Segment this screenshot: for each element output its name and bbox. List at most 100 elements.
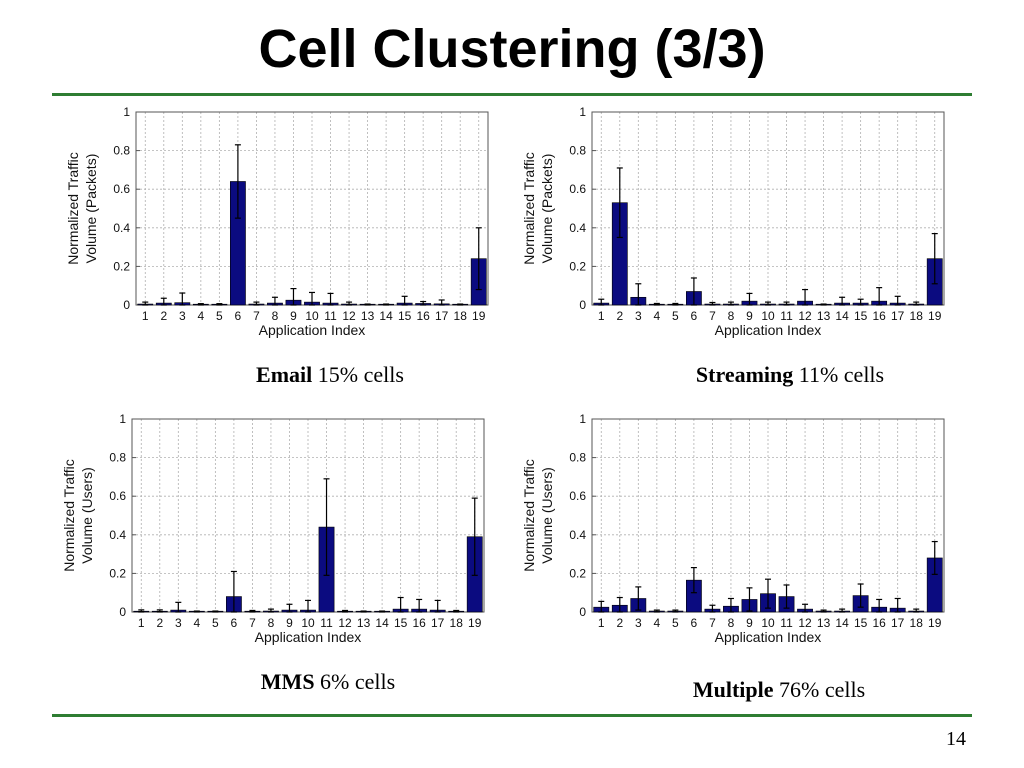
x-tick-label: 12 [798,616,812,630]
y-tick-label: 0.6 [109,489,126,503]
x-tick-label: 16 [872,616,886,630]
x-tick-label: 12 [338,616,352,630]
x-tick-label: 12 [342,309,356,323]
y-tick-label: 0.4 [113,221,130,235]
x-tick-label: 3 [635,616,642,630]
y-tick-label: 1 [119,412,126,426]
x-tick-label: 19 [928,309,942,323]
x-tick-label: 18 [910,309,924,323]
caption-share: 15% cells [312,362,404,387]
y-tick-label: 0 [123,298,130,312]
x-tick-label: 1 [138,616,145,630]
x-axis-label: Application Index [255,629,362,645]
x-tick-label: 17 [891,309,905,323]
y-tick-label: 0.4 [569,528,586,542]
y-tick-label: 0.2 [569,566,586,580]
mms-chart: 00.20.40.60.811 2 3 4 5 6 7 8 9 10 11 12 13 14 15 16 17 1… [61,412,485,645]
x-tick-label: 1 [598,616,605,630]
caption-share: 76% cells [773,677,866,702]
x-tick-label: 6 [691,309,698,323]
x-tick-label: 14 [375,616,389,630]
multiple-caption: Multiple 76% cells [693,677,865,703]
x-tick-label: 11 [780,616,793,630]
x-axis-label: Application Index [259,322,366,338]
x-tick-label: 6 [691,616,698,630]
x-tick-label: 2 [616,616,623,630]
x-tick-label: 1 [142,309,149,323]
x-tick-label: 16 [412,616,426,630]
x-tick-label: 15 [854,616,868,630]
x-tick-label: 8 [268,616,275,630]
caption-label: MMS [260,669,315,694]
x-tick-label: 11 [320,616,333,630]
x-tick-label: 7 [709,616,716,630]
x-tick-label: 14 [379,309,393,323]
x-tick-label: 2 [160,309,167,323]
email-caption: Email 15% cells [256,362,404,388]
x-tick-label: 2 [156,616,163,630]
x-tick-label: 4 [653,616,660,630]
x-tick-label: 10 [761,616,775,630]
x-tick-label: 3 [179,309,186,323]
x-tick-label: 4 [193,616,200,630]
y-tick-label: 0.6 [569,489,586,503]
x-tick-label: 11 [324,309,337,323]
slide-title: Cell Clustering (3/3) [258,19,766,79]
x-tick-label: 14 [835,616,849,630]
x-tick-label: 16 [872,309,886,323]
x-tick-label: 7 [249,616,256,630]
bottom-divider [52,714,972,717]
x-axis-label: Application Index [715,629,822,645]
x-tick-label: 18 [454,309,468,323]
x-tick-label: 19 [468,616,482,630]
caption-label: Streaming [695,362,794,387]
x-tick-label: 14 [835,309,849,323]
caption-label: Email [256,362,313,387]
x-tick-label: 8 [728,616,735,630]
x-tick-label: 13 [817,616,831,630]
caption-share: 6% cells [314,669,396,694]
top-divider [52,93,972,96]
caption-label: Multiple [692,677,774,702]
x-axis-label: Application Index [715,322,822,338]
x-tick-label: 9 [746,309,753,323]
x-tick-label: 18 [450,616,464,630]
x-tick-label: 17 [891,616,905,630]
y-tick-label: 0 [579,298,586,312]
caption-share: 11% cells [793,362,885,387]
streaming-caption: Streaming 11% cells [696,362,884,388]
y-axis-label: Volume (Users) [539,467,555,563]
multiple-chart: 00.20.40.60.811 2 3 4 5 6 7 8 9 10 11 12 13 14 15 16 17 1… [521,412,945,645]
x-tick-label: 10 [761,309,775,323]
x-tick-label: 3 [175,616,182,630]
y-tick-label: 0 [119,605,126,619]
y-tick-label: 1 [579,412,586,426]
y-tick-label: 0.2 [109,566,126,580]
mms-caption: MMS 6% cells [261,669,395,695]
x-tick-label: 10 [305,309,319,323]
x-tick-label: 15 [394,616,408,630]
email-chart: 00.20.40.60.811 2 3 4 5 6 7 8 9 10 11 12 13 14 15 16 17 1… [65,105,489,338]
y-tick-label: 0.8 [569,144,586,158]
x-tick-label: 17 [435,309,449,323]
x-tick-label: 7 [709,309,716,323]
y-axis-label: Volume (Users) [79,467,95,563]
x-tick-label: 5 [672,616,679,630]
x-tick-label: 9 [746,616,753,630]
x-tick-label: 5 [672,309,679,323]
y-tick-label: 0.2 [113,259,130,273]
x-tick-label: 9 [286,616,293,630]
x-tick-label: 5 [212,616,219,630]
x-tick-label: 13 [361,309,375,323]
y-tick-label: 0.4 [109,528,126,542]
x-tick-label: 19 [472,309,486,323]
y-tick-label: 0.6 [569,182,586,196]
x-tick-label: 9 [290,309,297,323]
y-tick-label: 0.2 [569,259,586,273]
x-tick-label: 6 [235,309,242,323]
x-tick-label: 1 [598,309,605,323]
x-tick-label: 8 [272,309,279,323]
x-tick-label: 3 [635,309,642,323]
x-tick-label: 18 [910,616,924,630]
x-tick-label: 15 [398,309,412,323]
